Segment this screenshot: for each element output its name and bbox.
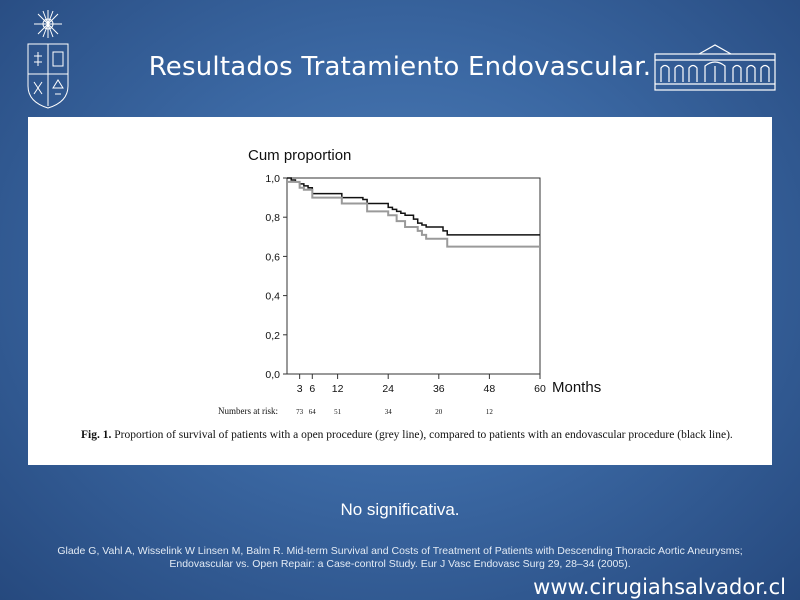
y-tick-label: 0,6	[265, 251, 280, 263]
x-tick-label: 3	[297, 383, 303, 395]
university-crest-icon	[22, 8, 74, 112]
x-tick-label: 60	[534, 383, 546, 395]
number-at-risk-value: 34	[385, 408, 393, 416]
reference-citation: Glade G, Vahl A, Wisselink W Linsen M, B…	[0, 545, 800, 571]
x-tick-label: 12	[332, 383, 344, 395]
y-tick-label: 0,2	[265, 330, 280, 342]
slide-title: Resultados Tratamiento Endovascular.	[148, 52, 652, 82]
number-at-risk-value: 20	[435, 408, 443, 416]
numbers-at-risk-label: Numbers at risk:	[218, 406, 278, 416]
y-tick-label: 0,4	[265, 291, 280, 303]
y-tick-label: 1,0	[265, 173, 280, 185]
x-tick-label: 24	[382, 383, 394, 395]
figure-caption-text: Proportion of survival of patients with …	[114, 429, 733, 441]
x-tick-label: 36	[433, 383, 445, 395]
reference-line-2: Endovascular vs. Open Repair: a Case-con…	[169, 558, 631, 570]
plot-frame	[286, 177, 541, 375]
website-url[interactable]: www.cirugiahsalvador.cl	[533, 575, 786, 599]
number-at-risk-value: 12	[486, 408, 494, 416]
figure-caption: Fig. 1. Proportion of survival of patien…	[81, 429, 761, 441]
series-line-open	[287, 180, 540, 248]
x-axis-label: Months	[552, 379, 601, 396]
reference-line-1: Glade G, Vahl A, Wisselink W Linsen M, B…	[57, 545, 743, 557]
number-at-risk-value: 64	[309, 408, 317, 416]
figure-panel: Cum proportion Months Numbers at risk: 0…	[28, 117, 772, 465]
survival-chart: Cum proportion Months Numbers at risk: 0…	[218, 147, 601, 416]
y-axis-label: Cum proportion	[248, 147, 351, 164]
number-at-risk-value: 51	[334, 408, 342, 416]
x-tick-label: 48	[484, 383, 496, 395]
y-tick-label: 0,8	[265, 212, 280, 224]
significance-note: No significativa.	[340, 500, 460, 519]
x-tick-label: 6	[309, 383, 315, 395]
y-tick-label: 0,0	[265, 369, 280, 381]
hospital-building-icon	[653, 42, 777, 92]
number-at-risk-value: 73	[296, 408, 304, 416]
series-line-endovascular	[287, 177, 540, 236]
figure-caption-label: Fig. 1.	[81, 429, 112, 441]
